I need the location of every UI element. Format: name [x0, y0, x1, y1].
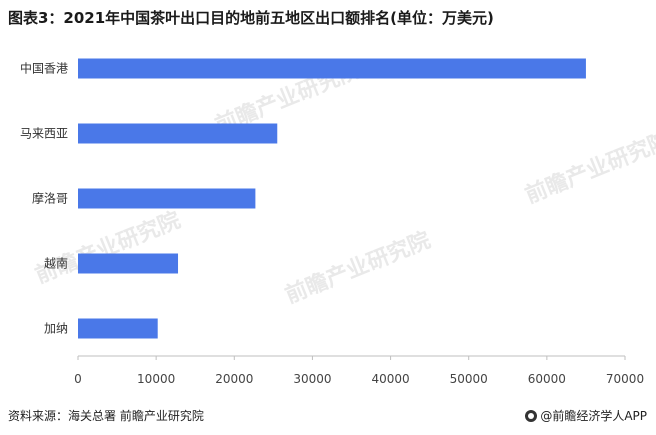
chart-title: 图表3：2021年中国茶叶出口目的地前五地区出口额排名(单位：万美元)	[8, 9, 494, 27]
y-tick-label: 摩洛哥	[32, 191, 68, 206]
bar	[78, 188, 256, 209]
bar	[78, 123, 278, 144]
brand-text: @前瞻经济学人APP	[540, 409, 647, 423]
bar	[78, 318, 158, 339]
y-tick-label: 马来西亚	[20, 127, 68, 141]
bar	[78, 58, 586, 79]
x-tick-label: 40000	[371, 372, 409, 386]
x-tick-label: 30000	[293, 372, 331, 386]
x-tick-label: 10000	[137, 372, 175, 386]
x-tick-label: 70000	[606, 372, 644, 386]
y-tick-label: 加纳	[44, 322, 68, 336]
x-tick-label: 60000	[528, 372, 566, 386]
y-tick-label: 越南	[44, 256, 68, 271]
x-tick-label: 50000	[450, 372, 488, 386]
y-tick-label: 中国香港	[20, 61, 68, 76]
bar	[78, 253, 179, 274]
x-tick-label: 0	[74, 372, 82, 386]
brand-credit: @前瞻经济学人APP	[525, 407, 647, 424]
brand-logo-icon	[525, 410, 538, 422]
x-tick-label: 20000	[215, 372, 253, 386]
source-note: 资料来源：海关总署 前瞻产业研究院	[8, 409, 204, 423]
